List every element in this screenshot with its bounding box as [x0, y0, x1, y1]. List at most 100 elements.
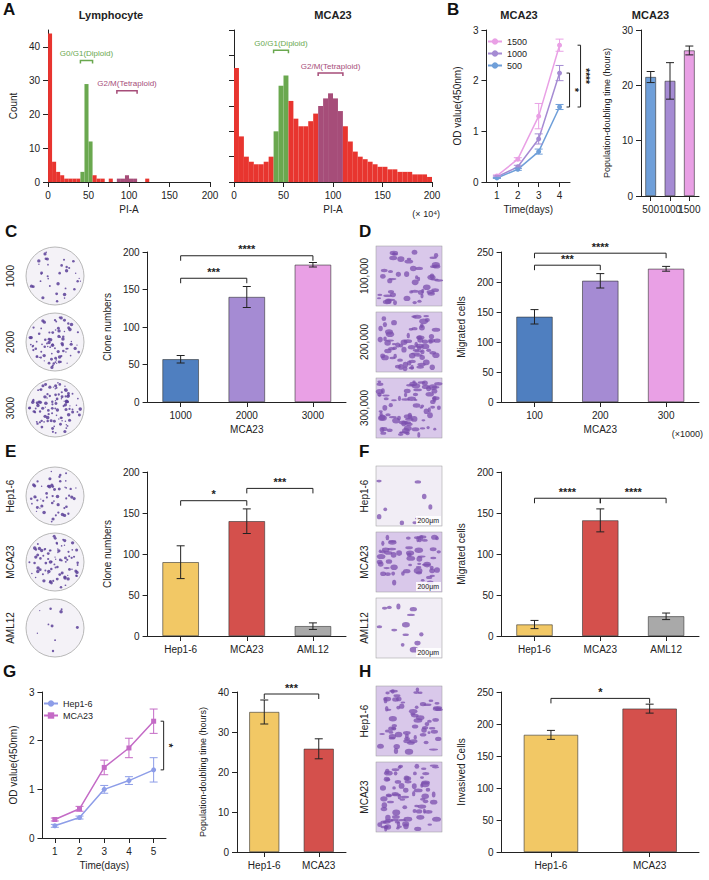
svg-text:200: 200 — [123, 247, 140, 258]
svg-text:100,000: 100,000 — [359, 257, 370, 294]
svg-text:****: **** — [238, 243, 256, 255]
svg-text:30: 30 — [218, 727, 230, 738]
svg-text:2: 2 — [515, 190, 521, 201]
svg-text:500: 500 — [642, 204, 659, 215]
svg-text:1000: 1000 — [507, 49, 527, 59]
svg-text:50: 50 — [482, 367, 494, 378]
svg-text:100: 100 — [526, 410, 543, 421]
svg-text:1000: 1000 — [170, 410, 193, 421]
svg-text:50: 50 — [128, 359, 140, 370]
svg-text:*: * — [212, 488, 217, 500]
svg-text:MCA23: MCA23 — [359, 780, 370, 814]
svg-text:0: 0 — [627, 191, 633, 202]
svg-text:Hep1-6: Hep1-6 — [164, 644, 197, 655]
svg-text:Hep1-6: Hep1-6 — [535, 860, 568, 871]
svg-text:20: 20 — [29, 109, 41, 120]
svg-text:Lymphocyte: Lymphocyte — [79, 9, 143, 21]
svg-text:Migrated cells: Migrated cells — [456, 523, 467, 585]
svg-text:AML12: AML12 — [297, 644, 329, 655]
svg-text:MCA23: MCA23 — [584, 644, 618, 655]
svg-text:200: 200 — [477, 277, 494, 288]
svg-text:(× 10⁴): (× 10⁴) — [412, 209, 440, 219]
svg-text:10: 10 — [622, 135, 634, 146]
svg-text:MCA23: MCA23 — [230, 424, 264, 435]
svg-text:2000: 2000 — [5, 330, 16, 353]
svg-text:Migrated cells: Migrated cells — [456, 296, 467, 358]
svg-text:150: 150 — [123, 508, 140, 519]
svg-text:0: 0 — [488, 847, 494, 858]
svg-text:150: 150 — [161, 190, 178, 201]
svg-text:****: **** — [625, 486, 643, 498]
svg-text:150: 150 — [477, 508, 494, 519]
svg-text:200: 200 — [202, 190, 219, 201]
svg-text:3000: 3000 — [5, 396, 16, 419]
svg-text:MCA23: MCA23 — [302, 860, 336, 871]
svg-text:0: 0 — [34, 177, 40, 188]
svg-text:4: 4 — [557, 190, 563, 201]
svg-text:Clone numbers: Clone numbers — [102, 520, 113, 588]
svg-text:G2/M(Tetraploid): G2/M(Tetraploid) — [97, 79, 157, 88]
svg-text:*: * — [569, 88, 580, 92]
svg-text:1: 1 — [29, 784, 35, 795]
svg-text:MCA23: MCA23 — [633, 860, 667, 871]
svg-text:3000: 3000 — [302, 410, 325, 421]
svg-text:250: 250 — [477, 687, 494, 698]
svg-text:0: 0 — [473, 177, 479, 188]
svg-text:3: 3 — [101, 846, 107, 857]
svg-text:Hep1-6: Hep1-6 — [5, 479, 16, 512]
svg-text:***: *** — [285, 682, 299, 694]
svg-text:Hep1-6: Hep1-6 — [248, 860, 281, 871]
svg-text:300,000: 300,000 — [359, 389, 370, 426]
svg-text:200: 200 — [477, 467, 494, 478]
svg-text:30: 30 — [29, 75, 41, 86]
svg-text:50: 50 — [482, 815, 494, 826]
svg-text:200μm: 200μm — [417, 517, 439, 525]
svg-text:G2/M(Tetraploid): G2/M(Tetraploid) — [301, 62, 361, 71]
svg-text:MCA23: MCA23 — [63, 711, 93, 721]
svg-text:MCA23: MCA23 — [230, 644, 264, 655]
svg-text:50: 50 — [278, 190, 290, 201]
svg-text:10: 10 — [29, 143, 41, 154]
svg-text:2: 2 — [77, 846, 83, 857]
svg-text:MCA23: MCA23 — [5, 545, 16, 579]
svg-text:10: 10 — [218, 807, 230, 818]
svg-text:200μm: 200μm — [417, 583, 439, 591]
svg-text:5: 5 — [151, 846, 157, 857]
svg-text:200: 200 — [123, 467, 140, 478]
svg-text:1: 1 — [473, 126, 479, 137]
svg-text:Population-doubling time (hour: Population-doubling time (hours) — [198, 707, 208, 837]
svg-text:AML12: AML12 — [359, 612, 370, 644]
svg-text:Time(days): Time(days) — [503, 204, 553, 215]
svg-text:0: 0 — [29, 833, 35, 844]
svg-text:250: 250 — [477, 247, 494, 258]
svg-text:0: 0 — [231, 190, 237, 201]
svg-text:100: 100 — [477, 337, 494, 348]
svg-text:G0/G1(Diploid): G0/G1(Diploid) — [60, 49, 114, 58]
svg-text:3: 3 — [29, 687, 35, 698]
svg-text:150: 150 — [477, 307, 494, 318]
svg-text:MCA23: MCA23 — [584, 424, 618, 435]
svg-text:****: **** — [580, 68, 591, 84]
svg-text:***: *** — [561, 253, 575, 265]
svg-text:200: 200 — [592, 410, 609, 421]
svg-text:50: 50 — [482, 590, 494, 601]
svg-text:100: 100 — [325, 190, 342, 201]
svg-text:OD value(450nm): OD value(450nm) — [452, 67, 463, 146]
svg-text:AML12: AML12 — [5, 612, 16, 644]
svg-text:200: 200 — [477, 719, 494, 730]
svg-text:150: 150 — [374, 190, 391, 201]
svg-text:Hep1-6: Hep1-6 — [359, 704, 370, 737]
svg-text:Hep1-6: Hep1-6 — [518, 644, 551, 655]
svg-text:Hep1-6: Hep1-6 — [63, 699, 93, 709]
svg-text:50: 50 — [83, 190, 95, 201]
svg-text:MCA23: MCA23 — [359, 545, 370, 579]
svg-text:100: 100 — [477, 549, 494, 560]
svg-text:200: 200 — [424, 190, 441, 201]
svg-text:100: 100 — [477, 783, 494, 794]
svg-text:MCA23: MCA23 — [500, 9, 537, 21]
svg-text:1000: 1000 — [5, 264, 16, 287]
svg-text:Hep1-6: Hep1-6 — [359, 479, 370, 512]
svg-text:(×1000): (×1000) — [672, 429, 703, 439]
svg-text:50: 50 — [128, 590, 140, 601]
svg-text:Invasived Cells: Invasived Cells — [456, 738, 467, 805]
